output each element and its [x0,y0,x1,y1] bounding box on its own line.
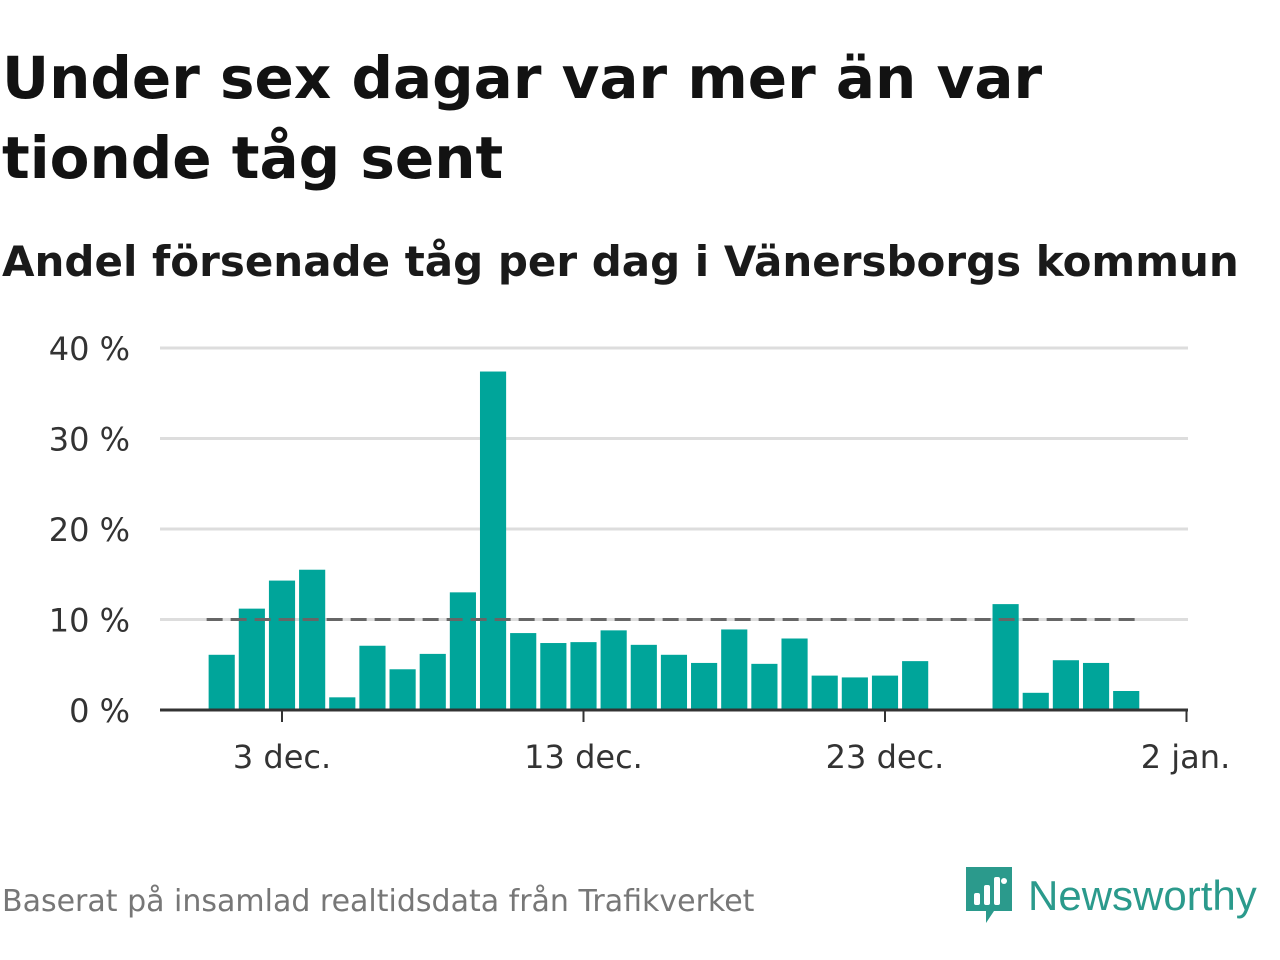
bar [510,633,537,710]
bar [419,653,446,710]
bar [811,675,838,710]
x-axis: 3 dec. 13 dec. 23 dec. 2 jan. [160,708,1230,776]
bar [389,669,416,710]
bars [208,371,1140,710]
bar-chart: 0 % 10 % 20 % 30 % 40 % 3 dec. 13 dec. 23 dec.… [49,330,1231,776]
x-tick-label: 23 dec. [826,738,945,776]
chart-subtitle: Andel försenade tåg per dag i Vänersborg… [2,237,1239,286]
bar [268,580,296,710]
y-axis-ticks: 0 % 10 % 20 % 30 % 40 % [49,330,130,730]
y-tick-label: 0 % [69,692,130,730]
bar [1022,692,1049,710]
bar [1052,660,1079,710]
bar [299,569,326,710]
bar [238,608,265,710]
bar [902,661,929,710]
bar [449,592,476,710]
y-tick-label: 20 % [49,511,130,549]
brand-name: Newsworthy [1028,872,1257,919]
bar [1082,662,1110,710]
y-tick-label: 40 % [49,330,130,368]
bar [721,629,748,710]
bar [841,677,868,710]
bar [630,644,657,710]
bar [992,604,1019,710]
bar [751,663,778,710]
brand-logo[interactable]: Newsworthy [964,864,1257,928]
bar [359,645,386,710]
bar [691,662,718,710]
bar [781,638,808,710]
bar [660,654,688,710]
bar [329,697,356,710]
bar [570,642,597,710]
source-note: Baserat på insamlad realtidsdata från Tr… [2,884,755,919]
x-tick-label: 2 jan. [1141,738,1230,776]
bar [208,654,235,710]
bar [479,371,507,710]
y-tick-label: 30 % [49,421,130,459]
bar [1113,690,1140,710]
x-tick-label: 3 dec. [233,738,331,776]
newsworthy-logo-icon [966,867,1012,923]
y-tick-label: 10 % [49,602,130,640]
bar [600,630,627,710]
bar [540,643,567,710]
x-tick-label: 13 dec. [524,738,643,776]
bar [871,675,899,710]
chart-title: Under sex dagar var mer än var tionde tå… [2,44,1043,192]
